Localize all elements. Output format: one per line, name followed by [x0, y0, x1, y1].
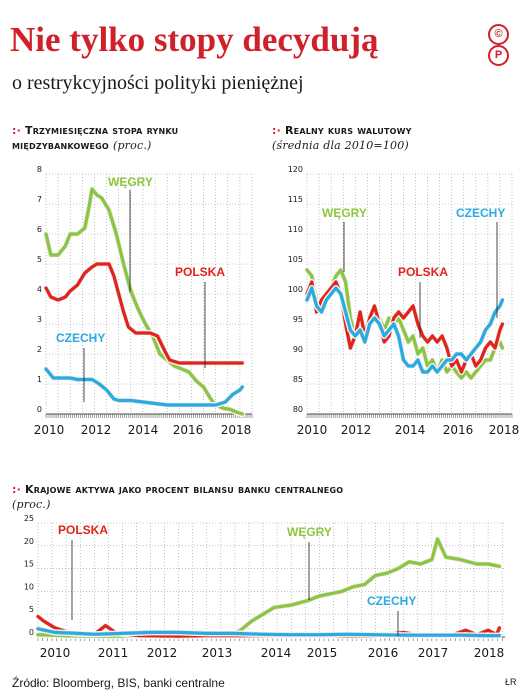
series-line-węgry — [44, 187, 244, 416]
x-tick-label: 2013 — [202, 646, 233, 660]
panel2-title: :· Realny kurs walutowy (średnia dla 2010… — [272, 123, 522, 153]
x-tick-label: 2010 — [297, 423, 328, 437]
y-tick-label: 85 — [293, 375, 303, 384]
panel1-title-text: Trzymiesięczna stopa rynku międzybankowe… — [12, 124, 179, 152]
series-halo — [35, 536, 503, 640]
x-tick-label: 2012 — [81, 423, 112, 437]
y-tick-label: 3 — [37, 315, 42, 324]
y-tick-label: 0 — [29, 628, 34, 637]
bullet-icon: :· — [272, 124, 281, 137]
x-tick-label: 2012 — [147, 646, 178, 660]
panel3-unit: (proc.) — [12, 498, 51, 511]
series-line-czechy — [36, 627, 501, 638]
x-tick-label: 2012 — [341, 423, 372, 437]
y-tick-label: 100 — [288, 285, 303, 294]
series-line-czechy — [44, 367, 244, 407]
x-tick-label: 2016 — [368, 646, 399, 660]
y-tick-label: 5 — [29, 605, 34, 614]
y-tick-label: 105 — [288, 255, 303, 264]
series-label-czech: CZECHY — [456, 206, 505, 220]
x-tick-label: 2010 — [40, 646, 71, 660]
x-tick-label: 2018 — [474, 646, 505, 660]
panel1-title: :· Trzymiesięczna stopa rynku międzybanko… — [12, 123, 262, 153]
y-tick-label: 4 — [37, 285, 42, 294]
y-tick-label: 15 — [24, 560, 34, 569]
y-tick-label: 0 — [37, 405, 42, 414]
y-tick-label: 6 — [37, 225, 42, 234]
y-tick-label: 115 — [288, 195, 303, 204]
page-title: Nie tylko stopy decydują — [10, 20, 379, 59]
y-tick-label: 25 — [24, 514, 34, 523]
y-tick-label: 110 — [288, 225, 303, 234]
x-tick-label: 2018 — [221, 423, 252, 437]
x-tick-label: 2016 — [173, 423, 204, 437]
y-tick-label: 5 — [37, 255, 42, 264]
y-tick-label: 10 — [24, 582, 34, 591]
y-tick-label: 20 — [24, 537, 34, 546]
chart-panel-2: 80 85 90 95 100 105 110 115 120 2010 2012 2014 2016 2… — [288, 165, 520, 437]
x-tick-label: 2014 — [395, 423, 426, 437]
series-label-czech: CZECHY — [367, 594, 416, 608]
panel1-unit: (proc.) — [112, 139, 152, 152]
series-label-hungary: WĘGRY — [108, 175, 153, 189]
series-label-poland: POLSKA — [175, 265, 225, 279]
series-label-hungary: WĘGRY — [322, 206, 367, 220]
panel2-unit: (średnia dla 2010=100) — [272, 139, 409, 152]
y-tick-label: 90 — [293, 345, 303, 354]
paid-icon: P — [488, 45, 509, 66]
series-shadow — [35, 536, 502, 639]
chart-panel-1: 0 1 2 3 4 5 6 7 8 2010 2012 2014 2016 2018 WĘGRY POLSKA… — [34, 165, 253, 437]
panel3-title-text: Krajowe aktywa jako procent bilansu bank… — [24, 483, 344, 496]
y-tick-label: 80 — [293, 405, 303, 414]
y-tick-label: 1 — [37, 375, 42, 384]
copyright-icon: © — [488, 24, 509, 45]
x-tick-label: 2017 — [418, 646, 449, 660]
y-tick-label: 8 — [37, 165, 42, 174]
y-tick-label: 120 — [288, 165, 303, 174]
series-line-czechy — [305, 286, 504, 374]
y-tick-label: 2 — [37, 345, 42, 354]
source-note: Źródło: Bloomberg, BIS, banki centralne — [12, 676, 225, 690]
x-tick-label: 2014 — [261, 646, 292, 660]
page-subtitle: o restrykcyjności polityki pieniężnej — [12, 72, 304, 94]
y-tick-label: 7 — [37, 195, 42, 204]
x-tick-label: 2018 — [489, 423, 520, 437]
y-tick-label: 95 — [293, 315, 303, 324]
copyright-logo: ©P — [488, 24, 527, 66]
x-tick-label: 2014 — [128, 423, 159, 437]
series-line-węgry — [36, 537, 501, 638]
bullet-icon: :· — [12, 124, 21, 137]
x-tick-label: 2010 — [34, 423, 65, 437]
series-line-węgry — [305, 268, 504, 380]
series-label-hungary: WĘGRY — [287, 525, 332, 539]
series-line-polska — [44, 262, 244, 365]
series-label-czech: CZECHY — [56, 331, 105, 345]
bullet-icon: :· — [12, 483, 21, 496]
x-tick-label: 2011 — [98, 646, 129, 660]
series-label-poland: POLSKA — [398, 265, 448, 279]
panel2-title-text: Realny kurs walutowy — [284, 124, 412, 137]
author-initials: ŁR — [505, 677, 517, 687]
x-tick-label: 2016 — [443, 423, 474, 437]
x-tick-label: 2015 — [307, 646, 338, 660]
panel3-title: :· Krajowe aktywa jako procent bilansu ba… — [12, 482, 512, 512]
series-label-poland: POLSKA — [58, 523, 108, 537]
chart-panel-3: 0 5 10 15 20 25 2010 2011 2012 2013 2014 2015 2016 20… — [24, 514, 505, 660]
